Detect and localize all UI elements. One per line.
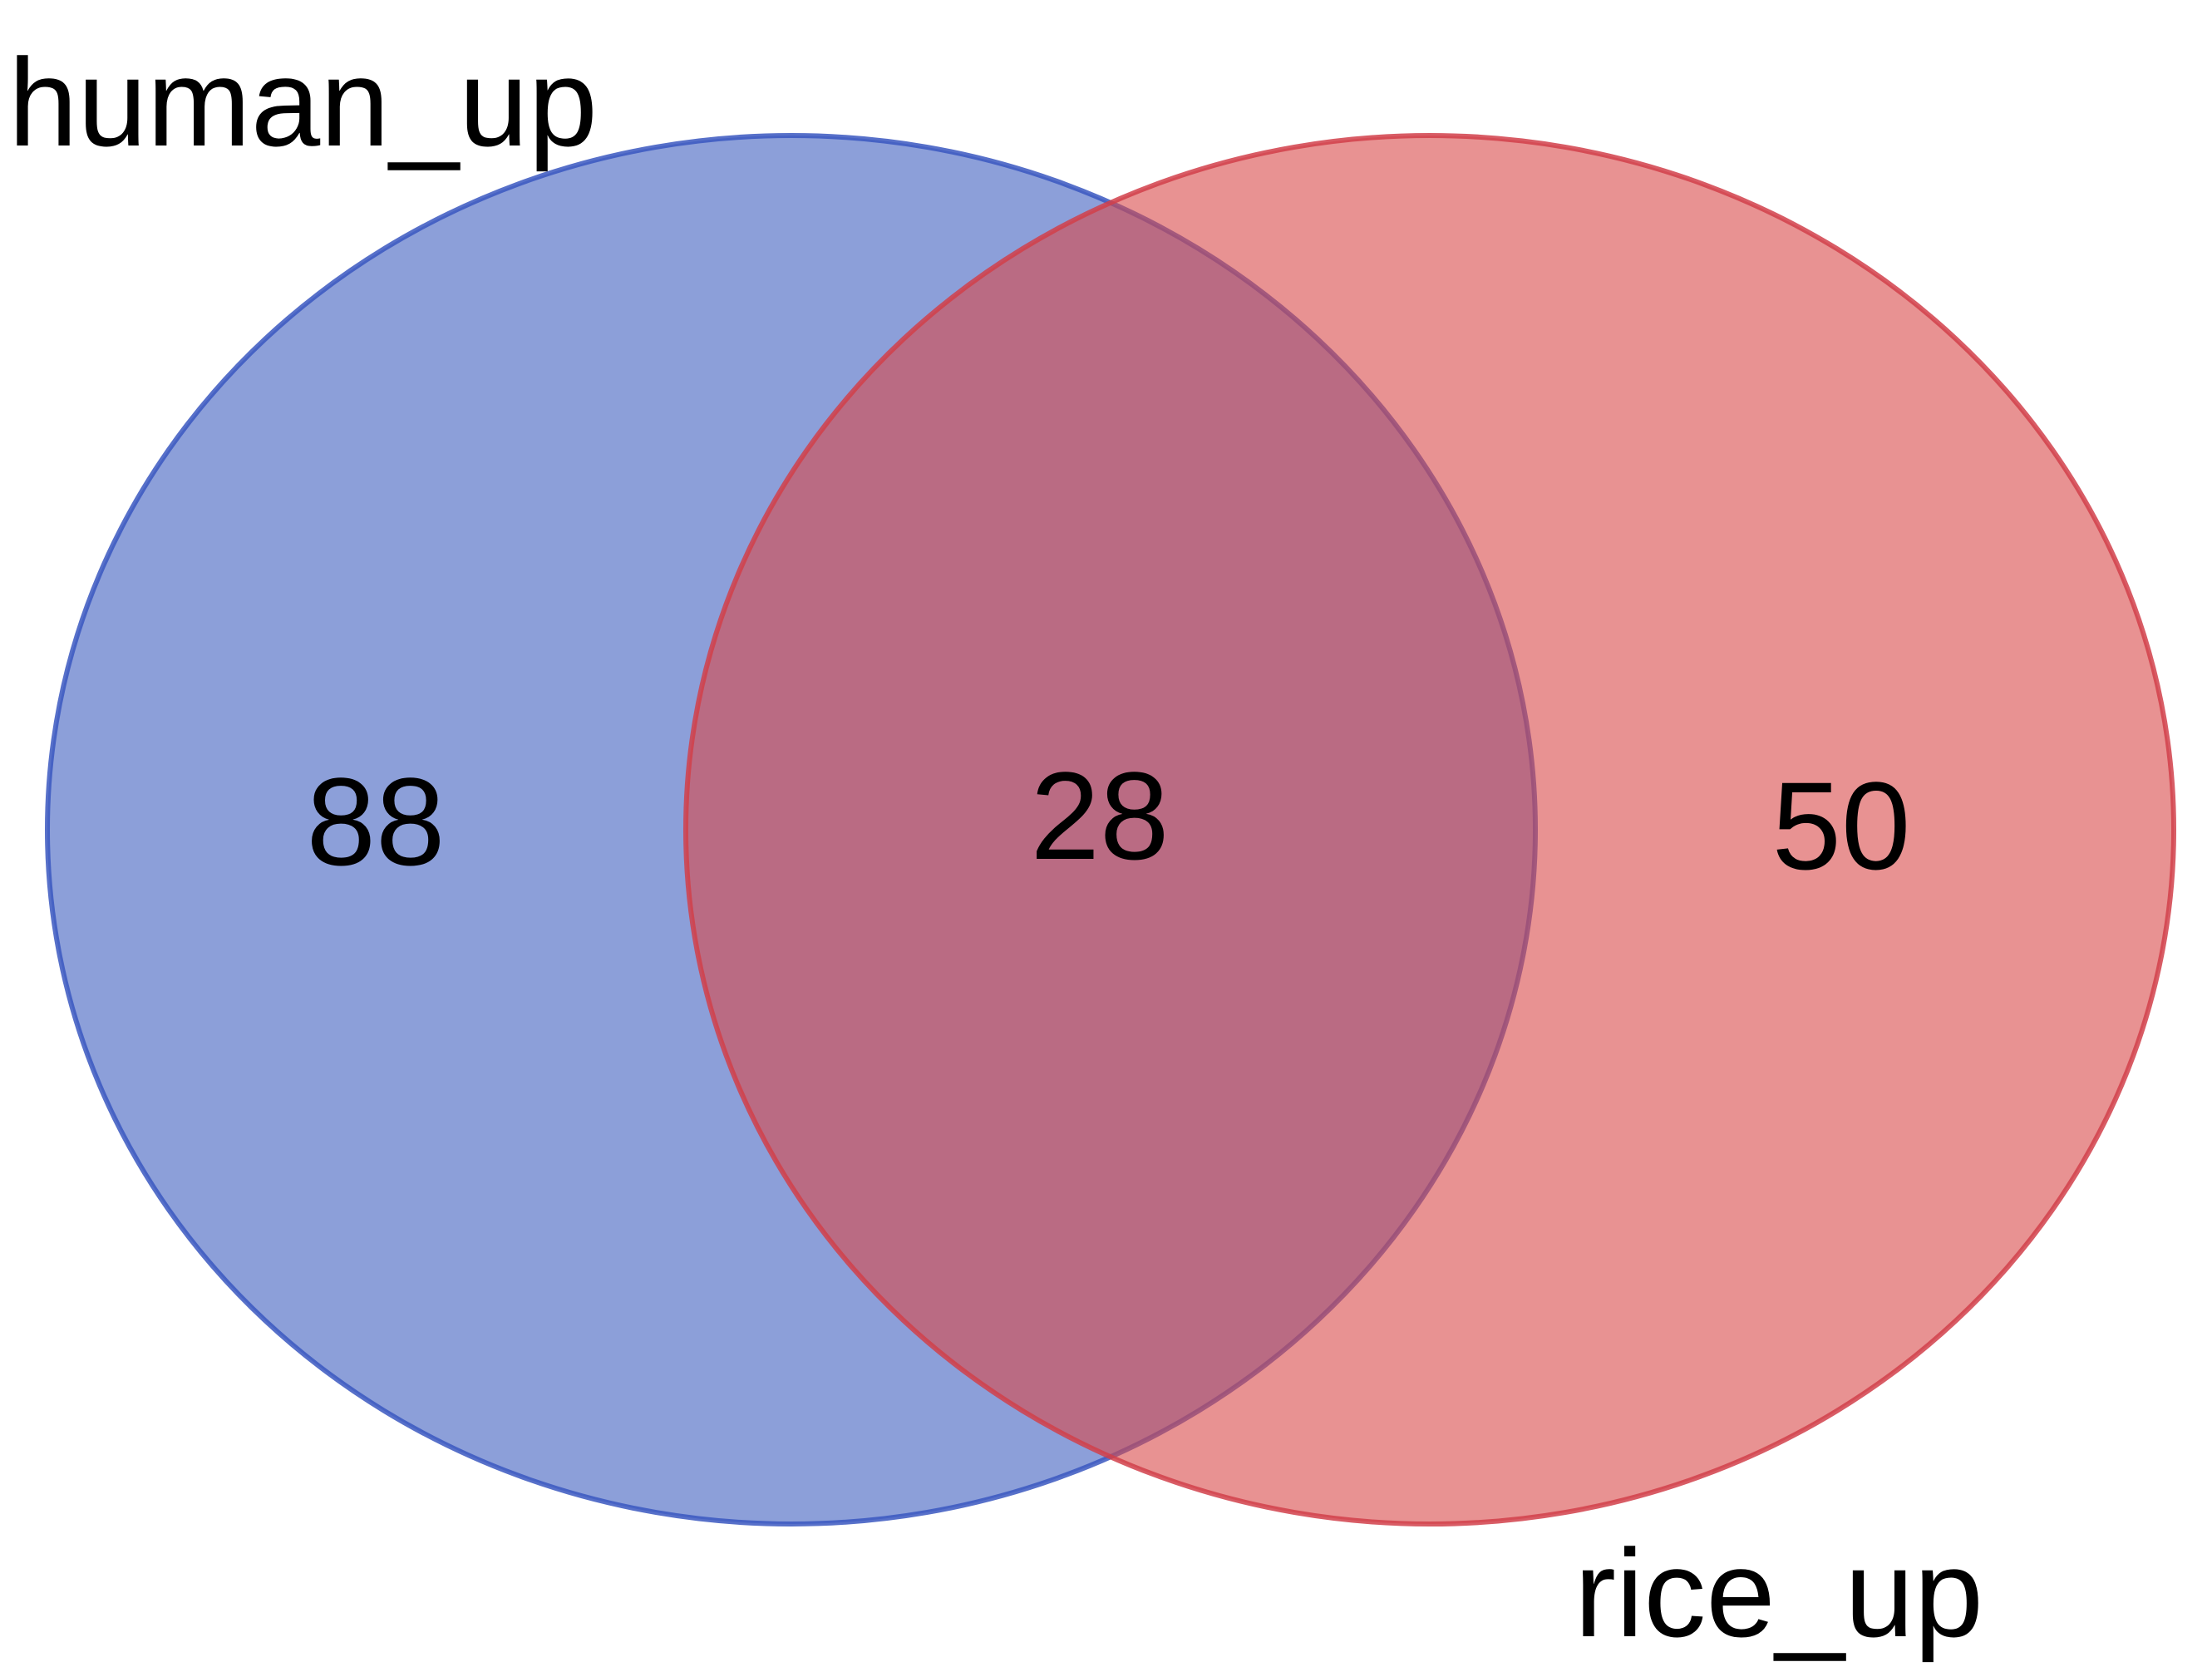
count-intersection: 28: [1031, 746, 1170, 885]
set-label-rice-up: rice_up: [1574, 1523, 1983, 1663]
set-label-human-up: human_up: [8, 32, 598, 172]
count-human-up-only: 88: [307, 752, 446, 891]
count-rice-up-only: 50: [1772, 756, 1911, 895]
set-rice-up-circle: [683, 133, 2176, 1526]
